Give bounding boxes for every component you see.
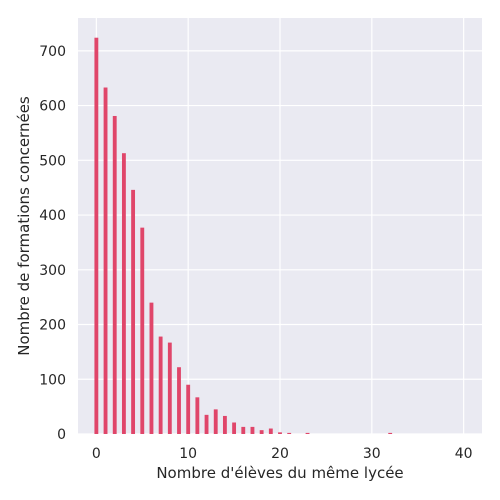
y-tick-label: 700	[39, 44, 66, 60]
histogram-bar	[112, 115, 117, 435]
x-tick-label: 10	[179, 446, 197, 462]
histogram-bar	[195, 397, 200, 434]
x-tick-label: 40	[455, 446, 473, 462]
x-tick-label: 30	[363, 446, 381, 462]
histogram-bar	[204, 414, 209, 434]
histogram-bar	[278, 432, 282, 434]
x-axis-label: Nombre d'élèves du même lycée	[156, 464, 403, 482]
histogram-bar	[268, 428, 273, 434]
y-axis-label: Nombre de formations concernées	[15, 96, 33, 356]
histogram-bar	[222, 415, 227, 434]
histogram-bar	[305, 432, 310, 434]
histogram-bar	[177, 367, 181, 434]
x-tick-label: 20	[271, 446, 289, 462]
histogram-bar	[167, 342, 172, 434]
y-tick-label: 500	[39, 153, 66, 169]
histogram-bar	[158, 336, 163, 434]
histogram-bar	[131, 189, 136, 434]
y-tick-label: 0	[57, 427, 66, 443]
y-tick-labels: 0 100 200 300 400 500 600 700	[39, 44, 66, 443]
y-tick-label: 200	[39, 318, 66, 334]
histogram-bar	[121, 153, 126, 434]
histogram-bar	[140, 227, 145, 434]
histogram-bar	[287, 432, 292, 434]
x-tick-labels: 0 10 20 30 40	[92, 446, 473, 462]
bars	[94, 37, 393, 435]
histogram-bar	[259, 430, 264, 434]
y-tick-label: 600	[39, 99, 66, 115]
histogram-bar	[232, 422, 237, 434]
histogram-bar	[241, 426, 246, 434]
histogram-bar	[250, 426, 255, 434]
histogram-bar	[213, 409, 218, 434]
y-tick-label: 100	[39, 372, 66, 388]
histogram-bar	[103, 87, 108, 434]
histogram-bar	[388, 432, 393, 434]
histogram-bar	[149, 302, 154, 434]
histogram-bar	[94, 37, 99, 434]
y-tick-label: 400	[39, 208, 66, 224]
histogram-bar	[186, 384, 191, 434]
y-tick-label: 300	[39, 263, 66, 279]
x-tick-label: 0	[92, 446, 101, 462]
